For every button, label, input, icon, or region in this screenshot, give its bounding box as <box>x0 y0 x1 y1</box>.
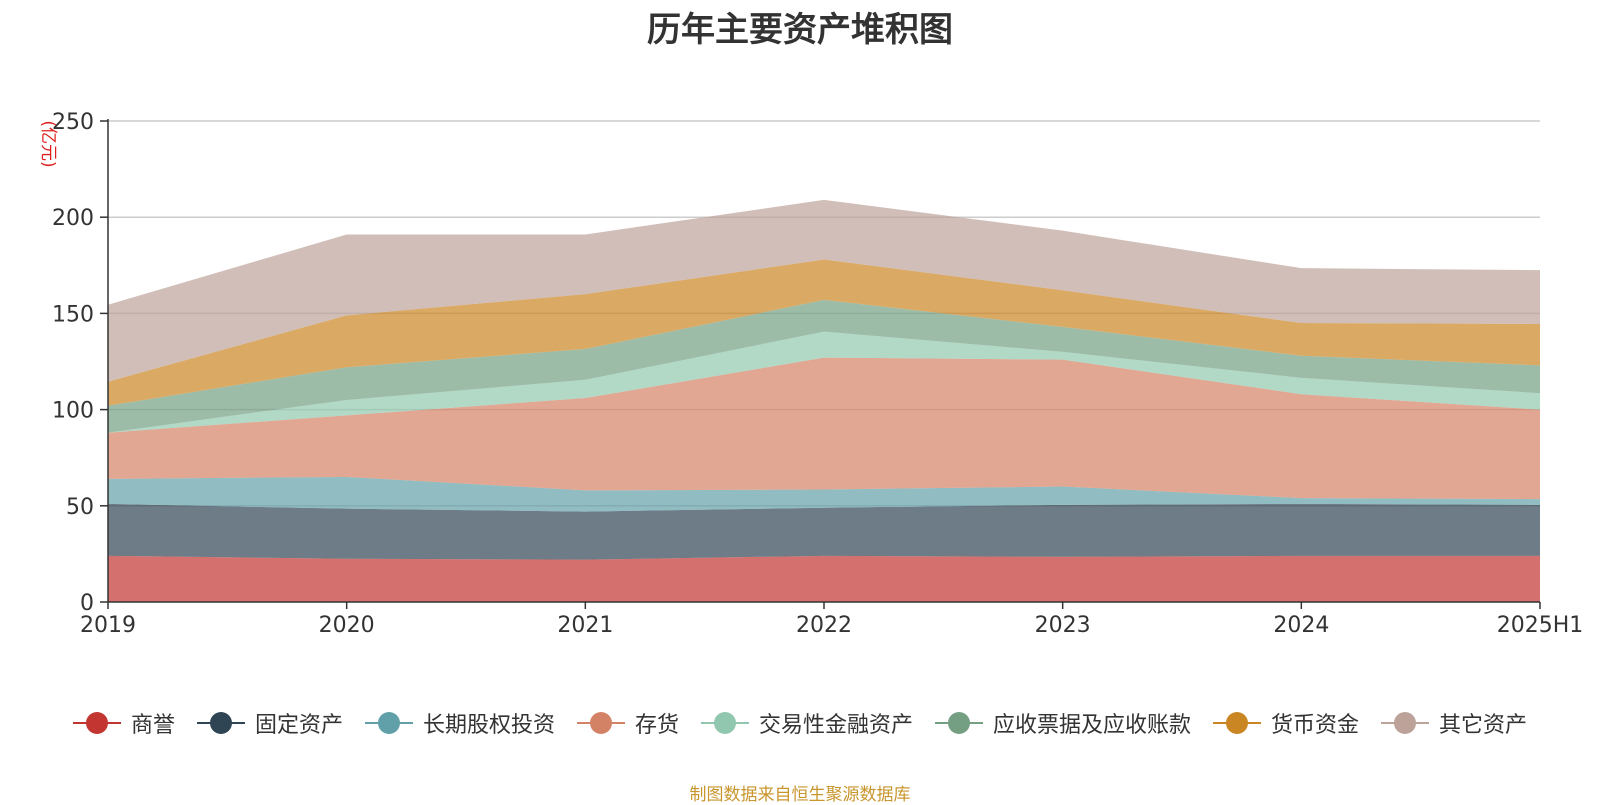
area-series-5[interactable] <box>108 299 1540 433</box>
y-axis-unit-label: (亿元) <box>38 120 58 167</box>
area-series-1[interactable] <box>108 503 1540 560</box>
legend-label: 存货 <box>634 713 679 738</box>
area-series-7[interactable] <box>108 199 1540 382</box>
x-tick-label: 2022 <box>796 613 852 638</box>
source-note: 制图数据来自恒生聚源数据库 <box>689 785 911 805</box>
x-tick-label: 2025H1 <box>1497 613 1584 638</box>
x-tick-label: 2019 <box>80 613 136 638</box>
legend-label: 货币资金 <box>1271 713 1360 738</box>
legend-marker-icon <box>1381 711 1430 735</box>
y-tick-label: 0 <box>80 591 94 616</box>
legend-item[interactable]: 存货 <box>576 707 679 739</box>
axes: 0 50 100 150 200 250 2019 2020 2021 2022 2023 2024 2… <box>52 110 1583 638</box>
legend-marker-icon <box>1213 711 1262 735</box>
legend-item[interactable]: 货币资金 <box>1213 707 1359 739</box>
y-tick-label: 200 <box>52 206 94 231</box>
area-series-0[interactable] <box>108 555 1540 602</box>
legend-label: 长期股权投资 <box>422 713 555 738</box>
legend-item[interactable]: 交易性金融资产 <box>701 707 913 739</box>
legend-item[interactable]: 长期股权投资 <box>364 707 555 739</box>
legend-label: 应收票据及应收账款 <box>993 713 1192 738</box>
legend-item[interactable]: 商誉 <box>72 707 175 739</box>
legend-marker-icon <box>701 711 749 735</box>
area-series-6[interactable] <box>108 259 1540 406</box>
legend-label: 固定资产 <box>254 713 343 738</box>
legend-label: 商誉 <box>130 713 175 738</box>
legend-marker-icon <box>364 711 413 735</box>
y-tick-label: 100 <box>52 399 94 424</box>
y-tick-label: 150 <box>52 302 94 327</box>
legend: 商誉 固定资产 长期股权投资 存货 交易性金融资产 应收票据及应收账款 货币资金 其它资产 <box>0 703 1600 743</box>
legend-marker-icon <box>576 711 625 735</box>
chart-title: 历年主要资产堆积图 <box>647 10 953 50</box>
x-tick-label: 2021 <box>557 613 613 638</box>
y-tick-label: 250 <box>52 110 94 135</box>
y-tick-label: 50 <box>66 495 94 520</box>
area-series-3[interactable] <box>108 357 1540 500</box>
legend-item[interactable]: 固定资产 <box>196 707 343 739</box>
x-tick-label: 2020 <box>319 613 375 638</box>
legend-item[interactable]: 其它资产 <box>1381 707 1527 739</box>
legend-marker-icon <box>935 711 984 735</box>
legend-label: 交易性金融资产 <box>759 713 914 738</box>
area-series-group <box>108 199 1540 602</box>
area-series-4[interactable] <box>108 331 1540 433</box>
x-tick-label: 2024 <box>1273 613 1329 638</box>
legend-item[interactable]: 应收票据及应收账款 <box>935 707 1191 739</box>
legend-marker-icon <box>196 711 245 735</box>
x-tick-label: 2023 <box>1035 613 1091 638</box>
area-series-2[interactable] <box>108 476 1540 512</box>
legend-marker-icon <box>72 711 121 735</box>
legend-label: 其它资产 <box>1439 713 1528 738</box>
